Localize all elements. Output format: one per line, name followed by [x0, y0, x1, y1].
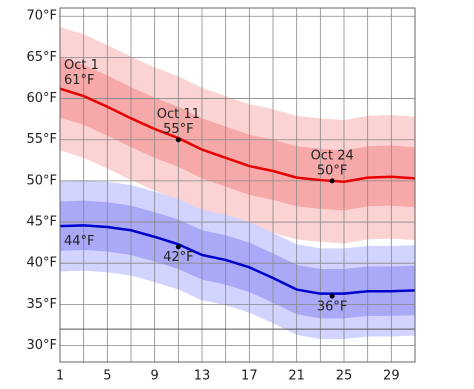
y-tick-label: 50°F	[26, 173, 57, 188]
annotation-value: 55°F	[163, 122, 194, 137]
y-tick-label: 45°F	[26, 215, 57, 230]
annotation-value: 36°F	[317, 300, 348, 315]
x-tick-label: 5	[103, 369, 111, 384]
x-tick-label: 1	[56, 369, 64, 384]
annotation-dot	[329, 293, 335, 299]
annotation-label: Oct 1	[64, 58, 99, 73]
annotation-value: 61°F	[64, 73, 95, 88]
percentile-band	[60, 57, 415, 211]
y-tick-label: 70°F	[26, 9, 57, 24]
x-tick-label: 17	[241, 369, 258, 384]
y-tick-label: 60°F	[26, 91, 57, 106]
y-tick-label: 30°F	[26, 338, 57, 353]
y-tick-label: 35°F	[26, 297, 57, 312]
x-tick-label: 29	[383, 369, 400, 384]
annotation-value: 50°F	[317, 163, 348, 178]
annotation-label: Oct 24	[311, 148, 354, 163]
plot-frame	[59, 7, 416, 363]
annotation-value: 42°F	[163, 250, 194, 265]
y-tick-label: 65°F	[26, 50, 57, 65]
percentile-band	[60, 200, 415, 319]
x-tick-label: 13	[194, 369, 211, 384]
x-tick-label: 25	[336, 369, 353, 384]
annotation-dot	[329, 178, 335, 184]
annotation-value: 44°F	[64, 234, 95, 249]
x-tick-label: 9	[151, 369, 159, 384]
mean-line	[59, 224, 416, 295]
annotation-dot	[175, 244, 181, 250]
y-tick-label: 40°F	[26, 256, 57, 271]
x-tick-label: 21	[288, 369, 305, 384]
mean-line	[59, 87, 416, 183]
y-tick-label: 55°F	[26, 132, 57, 147]
annotation-label: Oct 11	[157, 107, 200, 122]
annotation-dot	[175, 137, 181, 143]
